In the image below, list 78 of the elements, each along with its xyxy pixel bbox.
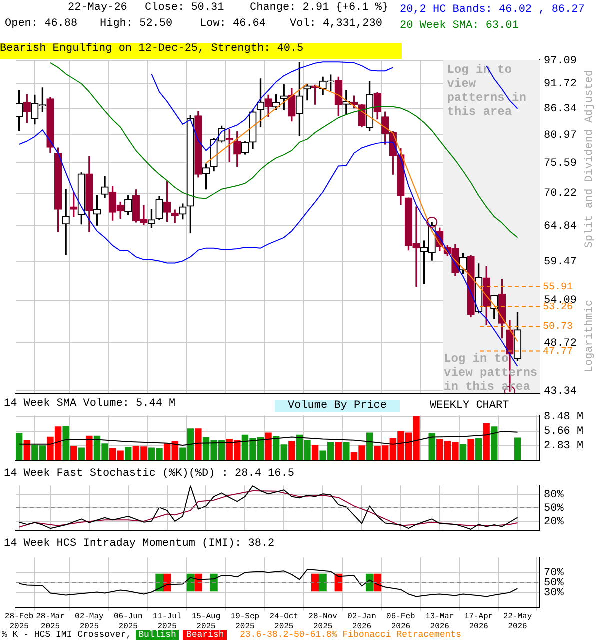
chart-title: 14 Week SMA Volume: 5.44 M (4, 398, 176, 410)
y-tick-label: 50% (544, 502, 564, 515)
y-tick-label: 20% (544, 516, 564, 528)
x-tick-label: 06-Jun 2025 (114, 612, 143, 632)
y-tick-label: 80% (544, 489, 564, 502)
x-tick-label: 02-Jan 2026 (348, 612, 377, 632)
y-tick-label: 8.48 M (544, 412, 584, 424)
bar (468, 438, 474, 460)
ref-line-label: 53.26 (543, 302, 574, 314)
y-tick-label: 86.34 (544, 103, 578, 116)
y-tick-label: 70.22 (544, 188, 578, 200)
text: 20 Week SMA: 63.01 (400, 19, 520, 34)
bar (16, 433, 23, 460)
y-tick-label: 59.47 (544, 256, 578, 268)
chart-title: 14 Week HCS Intraday Momentum (IMI): 38.2 (4, 538, 275, 550)
text: 22-May-26 (68, 2, 128, 14)
bar (86, 436, 93, 460)
chart-title: 14 Week Fast Stochastic (%K)(%D) : 28.4 16.5 (4, 468, 294, 480)
text: Close: 50.31 (145, 2, 224, 14)
bar (514, 438, 522, 460)
bar (62, 426, 70, 460)
x-tick-label: 02-May 2025 (75, 612, 104, 632)
bar (491, 426, 498, 460)
text: Volume By Price (275, 400, 400, 412)
text: Change: 2.91 {+6.1 %} (250, 2, 389, 14)
x-tick-label: 11-Jul 2025 (152, 612, 182, 632)
y-tick-label: 2.83 M (544, 440, 584, 453)
x-tick-label: 06-Feb 2026 (386, 612, 416, 632)
text: High: 52.50 (100, 18, 173, 30)
y-tick-label: 97.09 (544, 55, 578, 68)
text: WEEKLY CHART (430, 400, 510, 412)
x-tick-label: 17-Apr 2026 (464, 612, 494, 632)
x-tick-label: 15-Aug 2025 (192, 612, 221, 632)
bar (70, 446, 78, 460)
y-tick-label: 5.66 M (544, 426, 584, 438)
bar (78, 448, 85, 460)
y-tick-label: 43.34 (544, 386, 578, 398)
y-tick-label: 80.97 (544, 130, 578, 142)
y-tick-label: 91.72 (544, 78, 578, 91)
bar (265, 432, 272, 460)
y-axis-title: Split and Dividend Adjusted (584, 70, 596, 248)
text: Open: 46.88 (5, 18, 78, 30)
bar (343, 442, 350, 460)
y-tick-label: 64.84 (544, 220, 578, 233)
bar (195, 428, 202, 460)
y-tick-label: 75.59 (544, 158, 578, 170)
bar (475, 438, 482, 460)
bar (366, 432, 374, 460)
x-tick-label: 28-Feb 2025 (4, 612, 34, 632)
bar (483, 424, 490, 460)
ref-line-label: 50.73 (543, 322, 574, 334)
bar (428, 433, 436, 460)
text: Bullish (136, 630, 180, 640)
x-tick-label: 24-Oct 2025 (270, 612, 299, 632)
y-tick-label: 30% (544, 588, 564, 600)
text: 23.6-38.2-50-61.8% Fibonacci Retracements (240, 630, 462, 640)
bar (125, 447, 132, 460)
x-tick-label: 13-Mar 2026 (425, 612, 454, 632)
x-tick-label: 19-Sep 2025 (230, 612, 260, 632)
x-tick-label: 28-Nov 2025 (308, 612, 338, 632)
text: Logarithmic (584, 300, 596, 373)
x-tick-label: 22-May 2026 (503, 612, 532, 632)
bar (460, 444, 467, 460)
ref-line-label: 47.77 (543, 346, 574, 358)
candlestick (342, 90, 350, 115)
ref-line-label: 55.91 (543, 282, 574, 294)
bar (312, 445, 319, 460)
text: Vol: 4,331,230 (290, 18, 382, 30)
text: Low: 46.64 (200, 18, 266, 30)
legend-title: % K - HCS IMI Crossover, (2, 630, 132, 640)
bar (288, 441, 296, 460)
bar (335, 442, 342, 460)
text: Bearish (183, 630, 228, 640)
bar (24, 440, 30, 460)
candlestick (62, 189, 70, 256)
x-tick-label: 28-Mar 2025 (36, 612, 66, 632)
text: 20,2 HC Bands: 46.02 , 86.27 (400, 3, 585, 18)
text: Bearish Engulfing on 12-Dec-25, Strength: 40.5 (0, 43, 402, 59)
